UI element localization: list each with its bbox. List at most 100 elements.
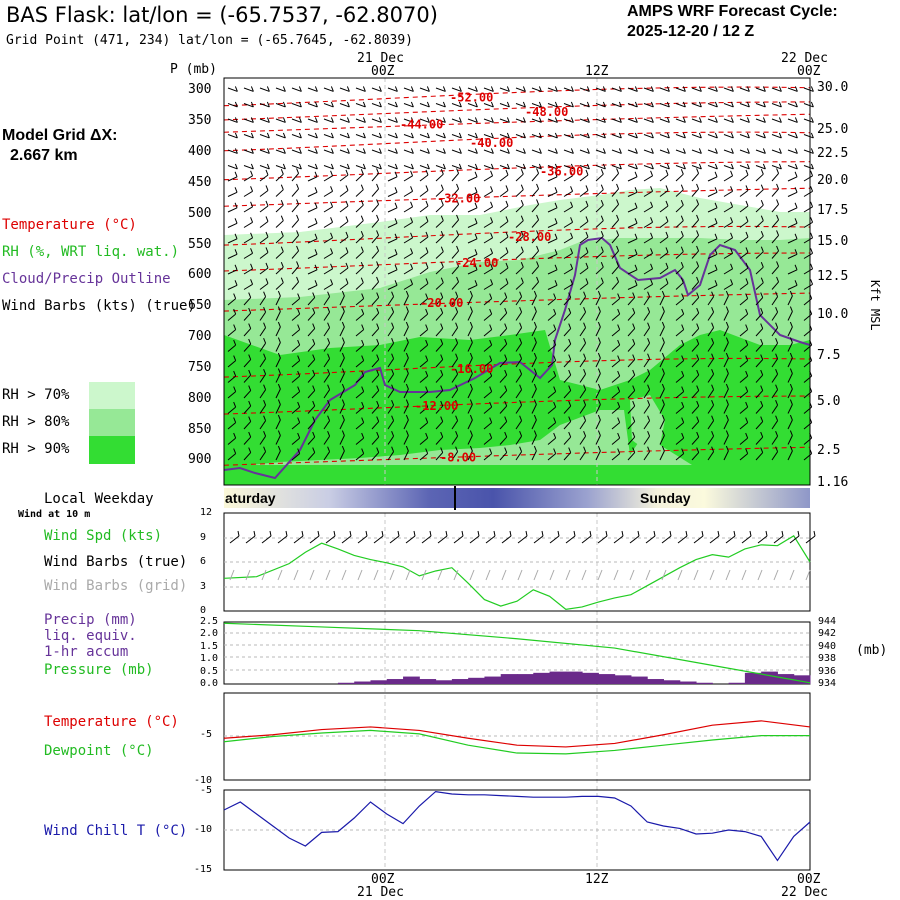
wind-barb-flag xyxy=(760,184,764,190)
surface-grid-barb xyxy=(501,569,507,581)
wind-barb xyxy=(627,222,638,228)
wind-barb-flag xyxy=(746,117,750,123)
wind-barb xyxy=(723,221,733,228)
surface-wind-barb-flag xyxy=(413,530,416,537)
wind-barb-flag xyxy=(632,354,636,360)
wind-barb xyxy=(691,374,700,383)
wind-barb-flag xyxy=(666,148,670,154)
wind-barb xyxy=(227,118,238,123)
wind-barb xyxy=(787,238,798,244)
wind-barb xyxy=(691,343,700,352)
wind-barb xyxy=(483,453,492,461)
wind-barb-flag xyxy=(361,324,365,330)
wind-barb-flag xyxy=(714,202,718,208)
wind-barb-flag xyxy=(474,218,478,224)
wind-barb-flag xyxy=(632,385,636,391)
wind-barb xyxy=(355,360,364,368)
wind-barb xyxy=(419,313,428,321)
wind-barb xyxy=(723,149,734,154)
wind-barb xyxy=(355,344,364,352)
wind-barb-flag xyxy=(250,86,254,92)
wind-barb-flag xyxy=(505,231,509,238)
wind-barb-flag xyxy=(378,132,382,139)
wind-barb xyxy=(595,173,604,182)
wind-barb xyxy=(531,311,537,321)
wind-barb-flag xyxy=(474,132,478,139)
wind-barb-flag xyxy=(696,354,700,360)
wind-barb-flag xyxy=(394,86,398,92)
wind-barb-flag xyxy=(277,352,281,359)
wind-barb-flag xyxy=(489,448,493,454)
wind-barb-flag xyxy=(632,400,636,407)
wind-barb-flag xyxy=(440,277,444,283)
wind-barb xyxy=(675,422,684,430)
wind-barb-flag xyxy=(698,117,702,123)
wind-barb xyxy=(467,238,478,244)
wind-barb xyxy=(435,235,444,244)
surface-wind-barb-flag xyxy=(493,530,496,537)
wind-barb-flag xyxy=(474,202,478,208)
wind-barb-flag xyxy=(583,431,587,437)
wind-barb-flag xyxy=(234,233,238,239)
wind-barb xyxy=(675,103,686,108)
wind-barb xyxy=(227,269,238,275)
wind-barb xyxy=(403,165,414,170)
wind-barb xyxy=(739,267,749,275)
wind-barb-flag xyxy=(725,445,729,452)
surface-wind-barb xyxy=(709,535,720,544)
wind-barb xyxy=(659,205,669,213)
wind-barb xyxy=(467,311,473,321)
wind-barb-flag xyxy=(248,400,252,407)
wind-barb-flag xyxy=(341,383,345,390)
wind-barb xyxy=(755,204,764,213)
surface-wind-barb-flag xyxy=(557,530,560,537)
pressure-tick: 700 xyxy=(188,329,212,344)
wind-barb xyxy=(323,221,333,228)
wind-barb-flag xyxy=(410,148,414,154)
isotherm-line xyxy=(223,101,811,121)
height-tick: 15.0 xyxy=(817,234,849,249)
wind-barb-flag xyxy=(554,101,558,108)
wind-barb xyxy=(435,134,446,139)
wind-barb-flag xyxy=(330,186,334,192)
wind-barb xyxy=(611,266,619,275)
wind-barb xyxy=(627,405,636,414)
wind-barb xyxy=(435,118,446,123)
wind-barb-flag xyxy=(519,431,523,437)
wind-barb xyxy=(291,149,302,154)
wind-barb xyxy=(403,118,414,123)
wind-barb xyxy=(307,238,318,244)
wind-barb-flag xyxy=(745,401,749,408)
dewpoint-line xyxy=(223,729,810,755)
wind-barb-flag xyxy=(330,163,334,170)
wind-barb xyxy=(259,358,267,368)
wind-barb xyxy=(435,189,444,197)
wind-barb xyxy=(435,343,444,352)
wind-barb xyxy=(419,453,428,461)
wind-barb xyxy=(787,435,793,445)
wind-barb-flag xyxy=(682,132,686,139)
wind-barb-flag xyxy=(265,216,269,222)
wind-barb xyxy=(339,435,345,445)
wind-barb-flag xyxy=(440,338,444,345)
wind-barb-flag xyxy=(474,117,478,123)
wind-barb xyxy=(451,134,462,139)
wind-barb-flag xyxy=(617,401,621,408)
wind-barb-flag xyxy=(376,292,380,298)
wind-barb-flag xyxy=(469,368,473,374)
surface-wind-barb-flag xyxy=(333,530,336,537)
wind-barb xyxy=(387,373,395,383)
wind-barb-flag xyxy=(775,431,779,437)
wind-barb xyxy=(675,298,684,306)
wind-barb-flag xyxy=(469,445,473,452)
pressure-unit: (mb) xyxy=(856,643,888,658)
legend-temperature: Temperature (°C) xyxy=(2,217,137,233)
rh90-area xyxy=(224,330,810,485)
wind-barb xyxy=(371,173,379,182)
wind-barb-flag xyxy=(314,101,318,108)
wind-barb xyxy=(627,312,636,321)
wind-barb-flag xyxy=(248,416,252,422)
wind-barb xyxy=(755,359,764,368)
wind-barb xyxy=(499,297,508,306)
wind-barb-flag xyxy=(616,245,620,252)
